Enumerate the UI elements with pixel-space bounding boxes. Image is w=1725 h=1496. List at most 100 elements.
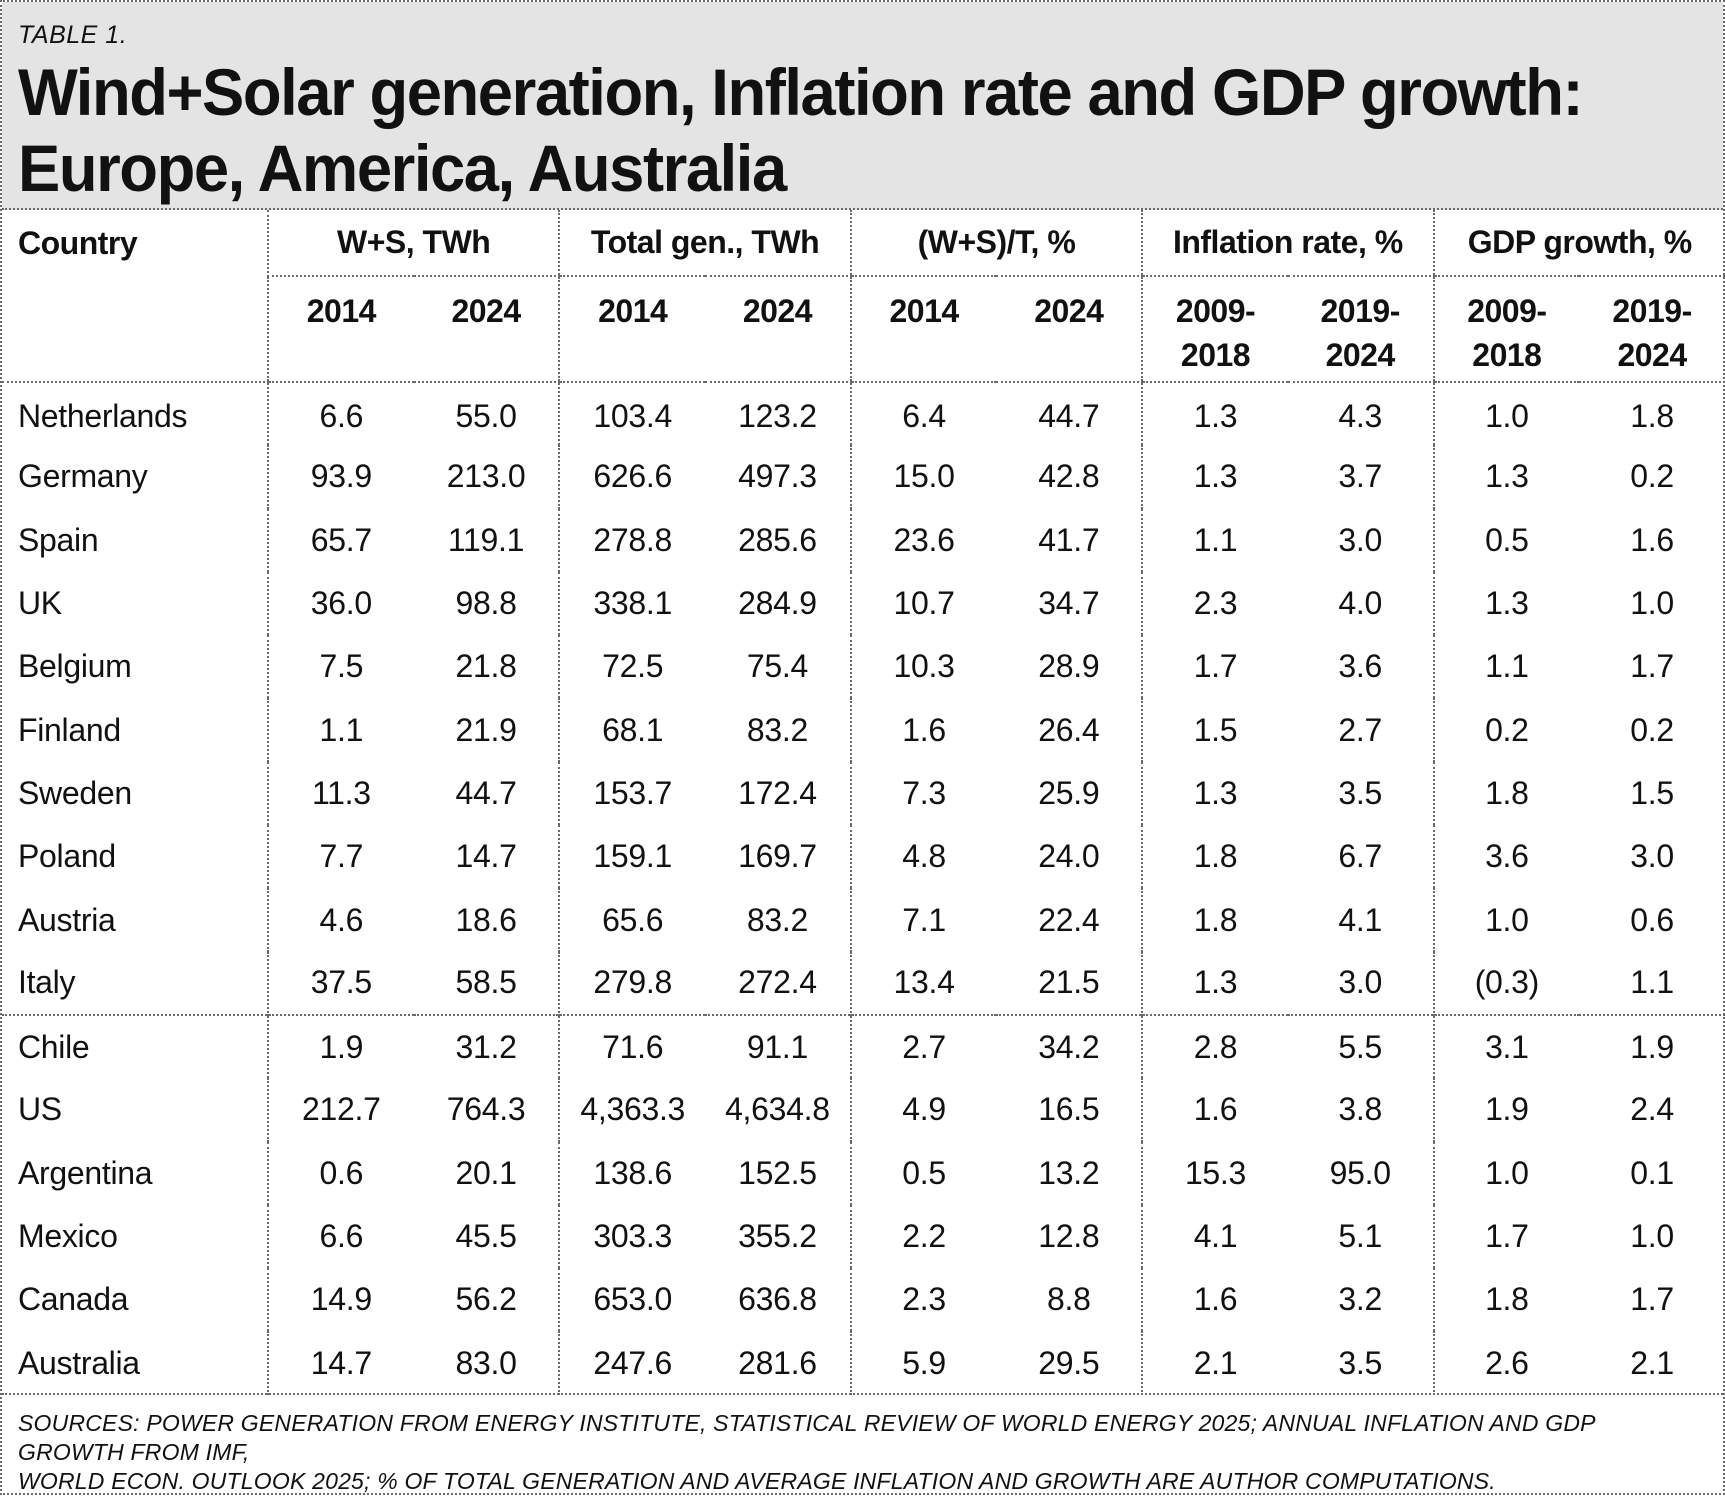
value-cell: 5.9	[849, 1331, 997, 1395]
subheader-total-2024: 2024	[705, 276, 851, 383]
value-cell: 83.0	[455, 1344, 517, 1381]
value-cell: 26.4	[1038, 711, 1100, 748]
value-cell: 636.8	[738, 1281, 817, 1318]
value-cell: 1.1	[1630, 964, 1674, 1001]
subheader-label: 2014	[598, 293, 668, 329]
subheader-label: 2024	[451, 293, 521, 329]
country-cell: Mexico	[18, 1218, 118, 1254]
value-cell: (0.3)	[1432, 951, 1580, 1015]
table-row: Germany 93.9 213.0 626.6 497.3 15.0 42.8 1.3 3.7…	[2, 445, 1725, 509]
value-cell: 2.2	[849, 1204, 997, 1269]
table-row: Chile 1.9 31.2 71.6 91.1 2.7 34.2 2.8 5.5 3.1 1.9	[2, 1013, 1725, 1079]
value-cell: 6.6	[267, 1204, 414, 1269]
value-cell: 34.2	[996, 1013, 1143, 1079]
value-cell: 4.1	[1338, 901, 1382, 938]
value-cell: 1.9	[267, 1013, 414, 1079]
value-cell: 1.8	[1630, 397, 1674, 434]
value-cell: 1.3	[1141, 951, 1288, 1015]
value-cell: 212.7	[267, 1078, 414, 1142]
country-cell: Italy	[18, 964, 76, 1001]
value-cell: 159.1	[558, 825, 706, 889]
value-cell: 1.5	[1141, 698, 1288, 762]
country-cell: US	[18, 1091, 62, 1128]
value-cell: 3.0	[1630, 838, 1674, 875]
value-cell: 6.4	[849, 382, 997, 446]
value-cell: 281.6	[738, 1344, 817, 1381]
country-cell: Austria	[18, 901, 116, 938]
value-cell: 1.6	[1141, 1078, 1288, 1142]
table-row: Netherlands 6.6 55.0 103.4 123.2 6.4 44.7 1.3 4.…	[2, 382, 1725, 446]
value-cell: 138.6	[558, 1141, 706, 1205]
sources-note: SOURCES: POWER GENERATION FROM ENERGY IN…	[2, 1393, 1723, 1494]
value-cell: 6.7	[1338, 838, 1382, 875]
table-row: Canada 14.9 56.2 653.0 636.8 2.3 8.8 1.6 3.2 1.8 1…	[2, 1268, 1725, 1332]
value-cell: 14.7	[267, 1331, 414, 1395]
value-cell: 34.7	[1038, 585, 1100, 622]
value-cell: 272.4	[738, 964, 817, 1001]
value-cell: 42.8	[1038, 458, 1100, 495]
value-cell: 14.7	[455, 838, 517, 875]
group-header-ws: W+S, TWh	[266, 210, 560, 277]
value-cell: 4,363.3	[558, 1078, 706, 1142]
value-cell: 16.5	[1038, 1091, 1100, 1128]
value-cell: 58.5	[455, 964, 517, 1001]
value-cell: 15.3	[1141, 1141, 1288, 1205]
value-cell: 75.4	[746, 648, 808, 685]
value-cell: 2.1	[1630, 1344, 1674, 1381]
value-cell: 1.0	[1432, 382, 1580, 446]
value-cell: 1.0	[1630, 585, 1674, 622]
value-cell: 95.0	[1329, 1154, 1391, 1191]
country-cell: Australia	[18, 1344, 140, 1381]
value-cell: 213.0	[446, 458, 526, 495]
value-cell: 279.8	[558, 951, 706, 1015]
value-cell: 3.5	[1338, 1344, 1382, 1381]
table-row: UK 36.0 98.8 338.1 284.9 10.7 34.7 2.3 4.0 1.3 1.0	[2, 571, 1725, 636]
value-cell: 10.3	[849, 635, 997, 699]
subheader-ws-2024: 2024	[413, 276, 560, 383]
value-cell: 2.1	[1141, 1331, 1288, 1395]
value-cell: 10.7	[849, 571, 997, 636]
group-header-ws-share: (W+S)/T, %	[849, 210, 1143, 277]
table-row: Belgium 7.5 21.8 72.5 75.4 10.3 28.9 1.7 3.6 1.1 1…	[2, 635, 1725, 699]
value-cell: 13.2	[1038, 1154, 1100, 1191]
value-cell: 21.9	[455, 711, 517, 748]
value-cell: 169.7	[738, 838, 817, 875]
value-cell: 1.3	[1432, 445, 1580, 509]
value-cell: 0.6	[267, 1141, 414, 1205]
value-cell: 29.5	[1038, 1344, 1100, 1381]
country-column-header: Country	[18, 224, 138, 261]
value-cell: 285.6	[738, 521, 817, 558]
value-cell: 3.1	[1432, 1013, 1580, 1079]
value-cell: 1.8	[1432, 1268, 1580, 1332]
value-cell: 0.5	[1432, 508, 1580, 572]
value-cell: 2.4	[1630, 1091, 1674, 1128]
value-cell: 4.9	[849, 1078, 997, 1142]
group-header-total-gen: Total gen., TWh	[558, 210, 851, 277]
country-cell: Chile	[2, 1013, 268, 1079]
value-cell: 56.2	[455, 1281, 517, 1318]
value-cell: 0.1	[1630, 1154, 1674, 1191]
value-cell: 303.3	[558, 1204, 706, 1269]
value-cell: 4.8	[849, 825, 997, 889]
value-cell: 0.5	[849, 1141, 997, 1205]
value-cell: 41.7	[1038, 521, 1100, 558]
table-row: Finland 1.1 21.9 68.1 83.2 1.6 26.4 1.5 2.7 0.2 0.…	[2, 698, 1725, 762]
value-cell: 23.6	[849, 508, 997, 572]
value-cell: 1.1	[1432, 635, 1580, 699]
subheader-ws-2014: 2014	[267, 276, 414, 383]
value-cell: 152.5	[738, 1154, 817, 1191]
subheader-row: 2014 2024 2014 2024 2014 2024 2009- 2018 …	[2, 276, 1725, 383]
value-cell: 1.0	[1432, 1141, 1580, 1205]
value-cell: 1.3	[1432, 571, 1580, 636]
value-cell: 2.3	[849, 1268, 997, 1332]
table-head: Country W+S, TWh Total gen., TWh (W+S)/T…	[2, 210, 1725, 383]
value-cell: 3.0	[1338, 521, 1382, 558]
table-row: Sweden 11.3 44.7 153.7 172.4 7.3 25.9 1.3 3.5 1.8…	[2, 761, 1725, 826]
group-header-inflation: Inflation rate, %	[1141, 210, 1434, 277]
value-cell: 626.6	[558, 445, 706, 509]
value-cell: 1.7	[1141, 635, 1288, 699]
country-cell: Canada	[18, 1281, 129, 1318]
value-cell: 28.9	[1038, 648, 1100, 685]
value-cell: 13.4	[849, 951, 997, 1015]
